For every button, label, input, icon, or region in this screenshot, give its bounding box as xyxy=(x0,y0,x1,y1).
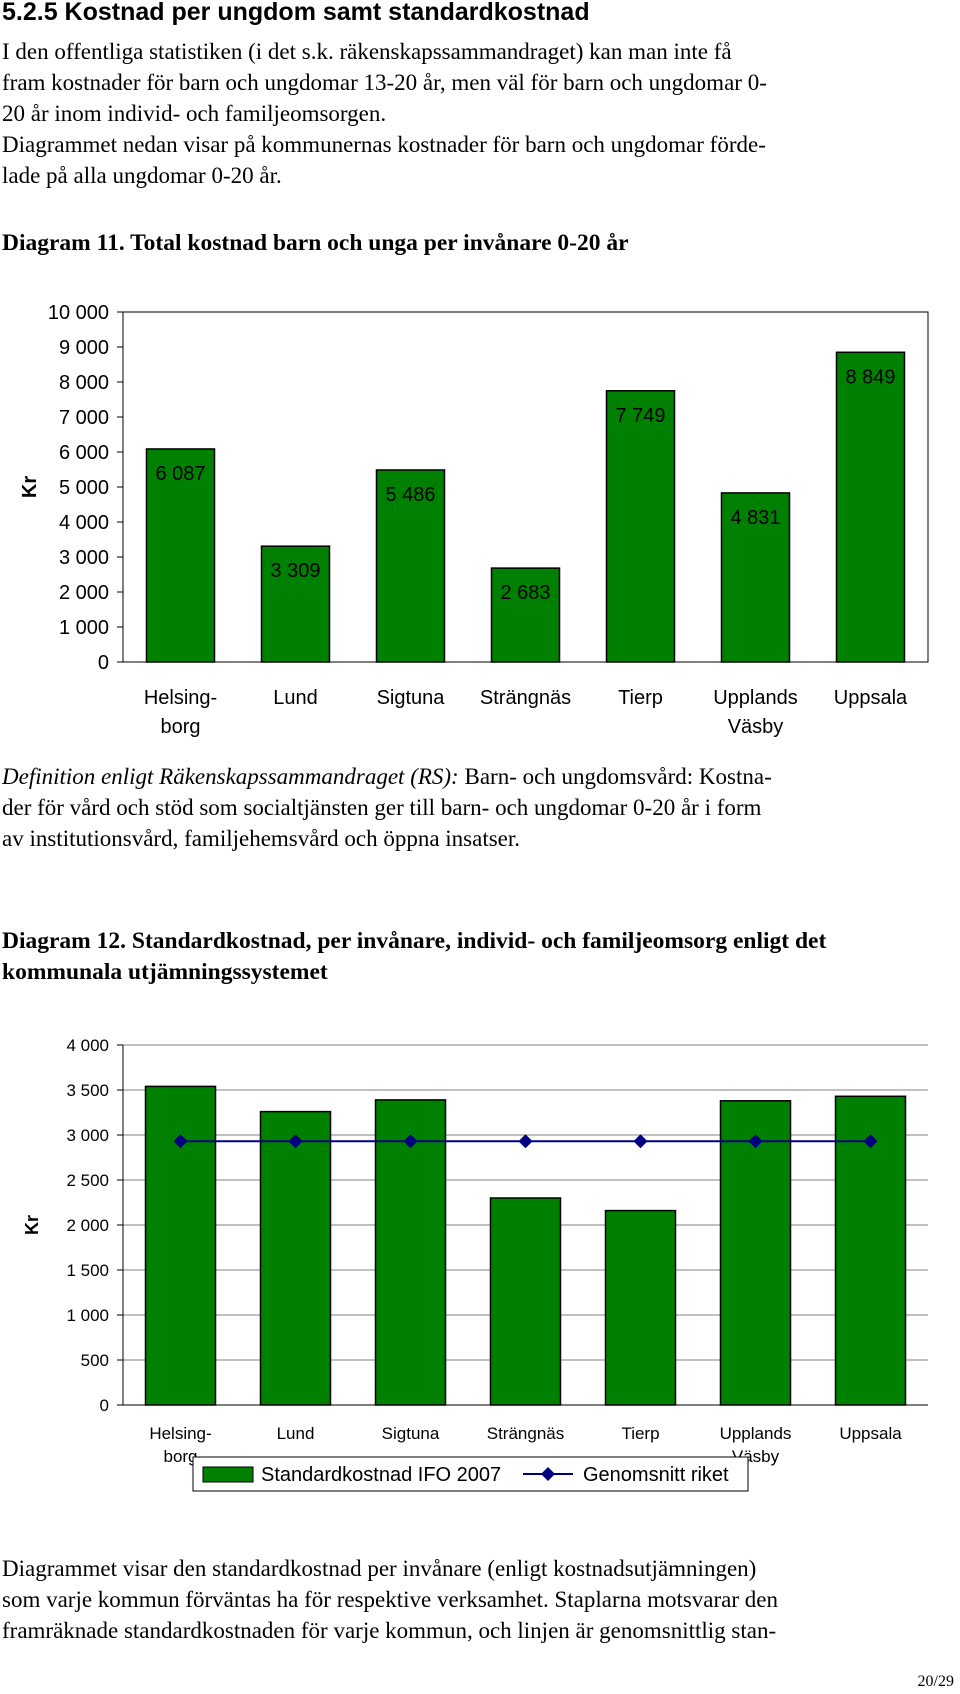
y-tick-label: 3 500 xyxy=(66,1081,109,1100)
average-marker xyxy=(863,1134,878,1149)
bar xyxy=(835,351,906,663)
average-marker xyxy=(633,1134,648,1149)
definition-lead: Definition enligt Räkenskapssammandraget… xyxy=(2,764,459,789)
y-tick-label: 3 000 xyxy=(66,1126,109,1145)
x-tick-label: Tierp xyxy=(621,1424,659,1443)
x-tick-label: Upplands xyxy=(713,687,798,709)
legend-box xyxy=(192,1456,749,1492)
definition-line: Definition enligt Räkenskapssammandraget… xyxy=(2,761,947,792)
bar xyxy=(145,448,216,663)
y-tick-label: 8 000 xyxy=(59,372,109,394)
x-tick-label: borg xyxy=(163,1447,197,1466)
x-tick-label: Tierp xyxy=(618,687,663,709)
average-marker xyxy=(518,1134,533,1149)
average-marker xyxy=(748,1134,763,1149)
intro-line: Diagrammet nedan visar på kommunernas ko… xyxy=(2,132,766,157)
x-tick-label: Väsby xyxy=(728,716,784,738)
y-tick-label: 10 000 xyxy=(48,302,109,324)
bar xyxy=(719,1100,792,1406)
y-axis-label: Kr xyxy=(19,476,41,498)
intro-line: fram kostnader för barn och ungdomar 13-… xyxy=(2,70,767,95)
bar xyxy=(490,567,561,663)
y-tick-label: 1 000 xyxy=(59,617,109,639)
data-label: 8 849 xyxy=(845,366,895,388)
x-tick-label: Uppsala xyxy=(834,687,908,709)
y-axis-label: Kr xyxy=(22,1215,42,1235)
outro-line: framräknade standardkostnaden för varje … xyxy=(2,1618,777,1643)
bar xyxy=(605,390,676,663)
section-heading: 5.2.5 Kostnad per ungdom samt standardko… xyxy=(2,0,590,26)
x-tick-label: Lund xyxy=(273,687,318,709)
bar xyxy=(489,1197,562,1406)
bar xyxy=(374,1099,447,1406)
legend-label: Standardkostnad IFO 2007 xyxy=(261,1464,501,1486)
x-tick-label: Lund xyxy=(277,1424,315,1443)
y-tick-label: 0 xyxy=(100,1396,109,1415)
y-tick-label: 9 000 xyxy=(59,337,109,359)
x-tick-label: Helsing- xyxy=(144,687,217,709)
intro-line: lade på alla ungdomar 0-20 år. xyxy=(2,163,282,188)
data-label: 7 749 xyxy=(615,405,665,427)
y-tick-label: 5 000 xyxy=(59,477,109,499)
x-tick-label: Upplands xyxy=(720,1424,792,1443)
intro-paragraph: I den offentliga statistiken (i det s.k.… xyxy=(2,36,947,191)
x-tick-label: Strängnäs xyxy=(480,687,571,709)
intro-line: 20 år inom individ- och familjeomsorgen. xyxy=(2,101,387,126)
intro-line: I den offentliga statistiken (i det s.k.… xyxy=(2,39,732,64)
bar xyxy=(720,492,791,663)
diagram-12-title: Diagram 12. Standardkostnad, per invånar… xyxy=(2,928,827,985)
bar xyxy=(259,1110,332,1406)
x-tick-label: Strängnäs xyxy=(487,1424,565,1443)
y-tick-label: 0 xyxy=(98,652,109,674)
diagram-12-chart: 0 500 1 000 1 500 2 000 2 500 3 000 3 500 4 000 K… xyxy=(22,1036,928,1492)
bar xyxy=(375,469,446,663)
diagram-11-title: Diagram 11. Total kostnad barn och unga … xyxy=(2,230,629,256)
y-tick-label: 7 000 xyxy=(59,407,109,429)
y-tick-label: 4 000 xyxy=(66,1036,109,1055)
x-tick-label: Helsing- xyxy=(149,1424,211,1443)
bar xyxy=(260,545,331,663)
data-label: 6 087 xyxy=(155,463,205,485)
y-tick-label: 2 500 xyxy=(66,1171,109,1190)
y-tick-label: 4 000 xyxy=(59,512,109,534)
y-tick-label: 2 000 xyxy=(59,582,109,604)
average-marker xyxy=(403,1134,418,1149)
average-marker xyxy=(173,1134,188,1149)
x-tick-label: Sigtuna xyxy=(377,687,446,709)
definition-line: av institutionsvård, familjehemsvård och… xyxy=(2,826,521,851)
x-tick-label: Uppsala xyxy=(839,1424,902,1443)
outro-line: Diagrammet visar den standardkostnad per… xyxy=(2,1556,757,1581)
x-tick-label: Sigtuna xyxy=(382,1424,440,1443)
data-label: 5 486 xyxy=(385,484,435,506)
bar xyxy=(604,1209,677,1406)
outro-line: som varje kommun förväntas ha för respek… xyxy=(2,1587,779,1612)
y-tick-label: 3 000 xyxy=(59,547,109,569)
y-tick-label: 1 000 xyxy=(66,1306,109,1325)
data-label: 2 683 xyxy=(500,582,550,604)
definition-paragraph: Definition enligt Räkenskapssammandraget… xyxy=(2,761,947,854)
outro-paragraph: Diagrammet visar den standardkostnad per… xyxy=(2,1553,947,1646)
average-marker xyxy=(288,1134,303,1149)
y-tick-label: 1 500 xyxy=(66,1261,109,1280)
bar xyxy=(144,1085,217,1406)
page-number: 20/29 xyxy=(917,1673,954,1690)
x-tick-label: borg xyxy=(160,716,200,738)
data-label: 4 831 xyxy=(730,507,780,529)
legend-swatch-bar xyxy=(202,1466,254,1483)
definition-line: der för vård och stöd som socialtjänsten… xyxy=(2,795,762,820)
y-tick-label: 2 000 xyxy=(66,1216,109,1235)
y-tick-label: 500 xyxy=(81,1351,109,1370)
definition-rest: Barn- och ungdomsvård: Kostna- xyxy=(458,764,772,789)
data-label: 3 309 xyxy=(270,560,320,582)
diagram-11-chart: 0 1 000 2 000 3 000 4 000 5 000 6 000 7 000 8 00… xyxy=(19,302,929,738)
legend-swatch-marker xyxy=(541,1467,555,1481)
y-tick-label: 6 000 xyxy=(59,442,109,464)
legend-label: Genomsnitt riket xyxy=(583,1464,729,1486)
